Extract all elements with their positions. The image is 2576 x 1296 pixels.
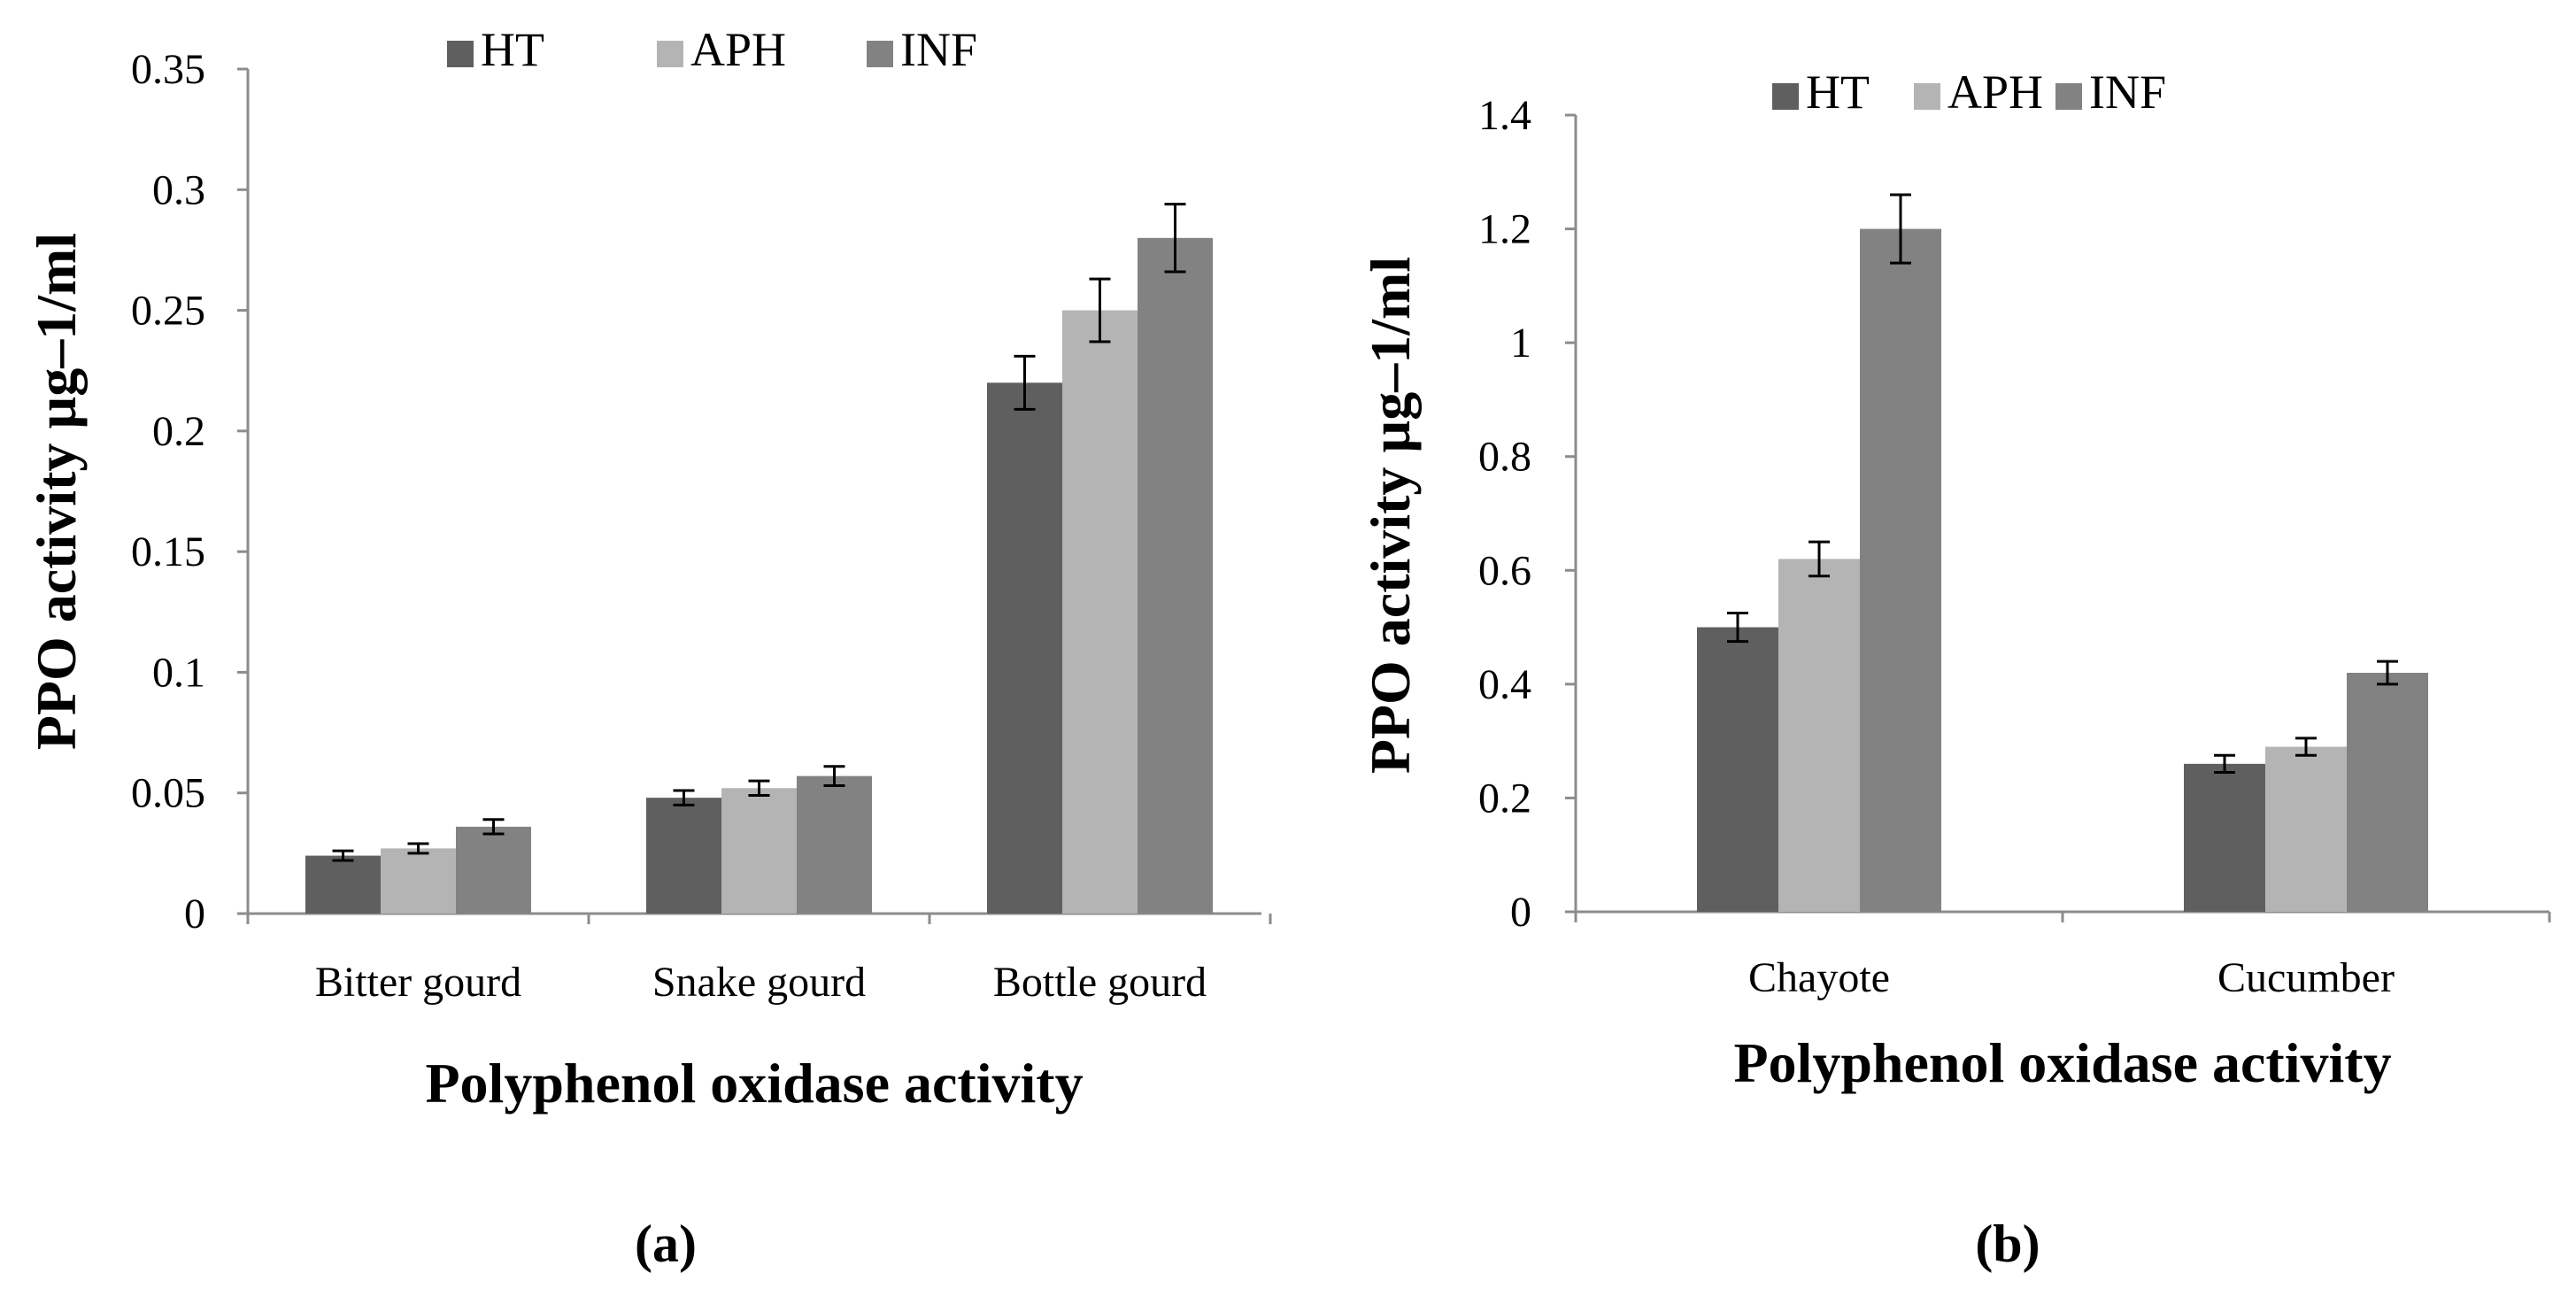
bar-inf-bottle-gourd [1138,237,1213,914]
bar-aph-cucumber [2265,746,2347,912]
y-tick-label: 0.35 [131,46,205,93]
legend-label-ht: HT [481,23,544,76]
y-tick-label: 0.15 [131,528,205,575]
legend-label-aph: APH [1947,66,2043,119]
x-tick-label: Bottle gourd [993,959,1207,1006]
legend-label-inf: INF [2089,66,2166,119]
y-axis-title: PPO activity µg–1/ml [25,233,88,750]
legend-swatch-ht [1772,83,1799,110]
bar-ht-bottle-gourd [987,382,1062,914]
x-tick-label: Bitter gourd [315,959,521,1006]
x-tick-label: Snake gourd [652,959,866,1006]
bar-aph-chayote [1778,559,1860,912]
y-tick-label: 0.8 [1478,434,1531,481]
x-tick-label: Cucumber [2217,954,2395,1001]
y-tick-label: 0.4 [1478,661,1531,708]
y-tick-label: 1.2 [1478,206,1531,253]
y-tick-label: 0.2 [152,408,205,455]
y-tick-label: 0.05 [131,770,205,817]
legend-label-inf: INF [900,23,977,76]
x-axis-title: Polyphenol oxidase activity [1733,1031,2391,1094]
bar-ht-cucumber [2184,763,2265,912]
bar-ht-snake-gourd [646,798,721,914]
bar-inf-snake-gourd [797,775,872,914]
y-tick-label: 0.6 [1478,547,1531,594]
x-axis-title: Polyphenol oxidase activity [425,1052,1083,1115]
legend-swatch-ht [447,41,474,67]
bar-aph-bitter-gourd [381,848,456,914]
y-axis-title: PPO activity µg–1/ml [1359,257,1422,774]
y-tick-label: 1.4 [1478,92,1531,139]
y-tick-label: 0.3 [152,166,205,213]
legend-swatch-aph [1914,83,1940,110]
legend-swatch-inf [2055,83,2082,110]
y-tick-label: 0.2 [1478,775,1531,822]
legend-label-ht: HT [1806,66,1870,119]
chart-panel-a: 0 0.05 0.1 0.15 0.2 0.25 0.3 0.35 Bitter gourd Sn… [25,23,1272,1273]
legend-label-aph: APH [690,23,786,76]
y-tick-label: 0 [184,891,205,937]
legend-swatch-inf [867,41,893,67]
bar-aph-bottle-gourd [1062,310,1138,914]
bar-inf-bitter-gourd [456,826,531,914]
bar-ht-chayote [1697,627,1778,912]
bar-inf-cucumber [2347,673,2428,912]
y-tick-label: 0.25 [131,288,205,335]
chart-panel-b: 0 0.2 0.4 0.6 0.8 1 1.2 1.4 Chayote Cucumber HT APH… [1359,66,2551,1273]
x-tick-label: Chayote [1748,954,1890,1001]
panel-label: (a) [635,1215,697,1273]
y-tick-label: 1 [1510,320,1531,366]
y-tick-label: 0.1 [152,649,205,696]
bar-inf-chayote [1860,228,1941,913]
legend-swatch-aph [657,41,683,67]
y-tick-label: 0 [1510,889,1531,936]
bar-aph-snake-gourd [721,788,797,914]
panel-label: (b) [1975,1215,2040,1273]
bar-ht-bitter-gourd [305,855,381,914]
